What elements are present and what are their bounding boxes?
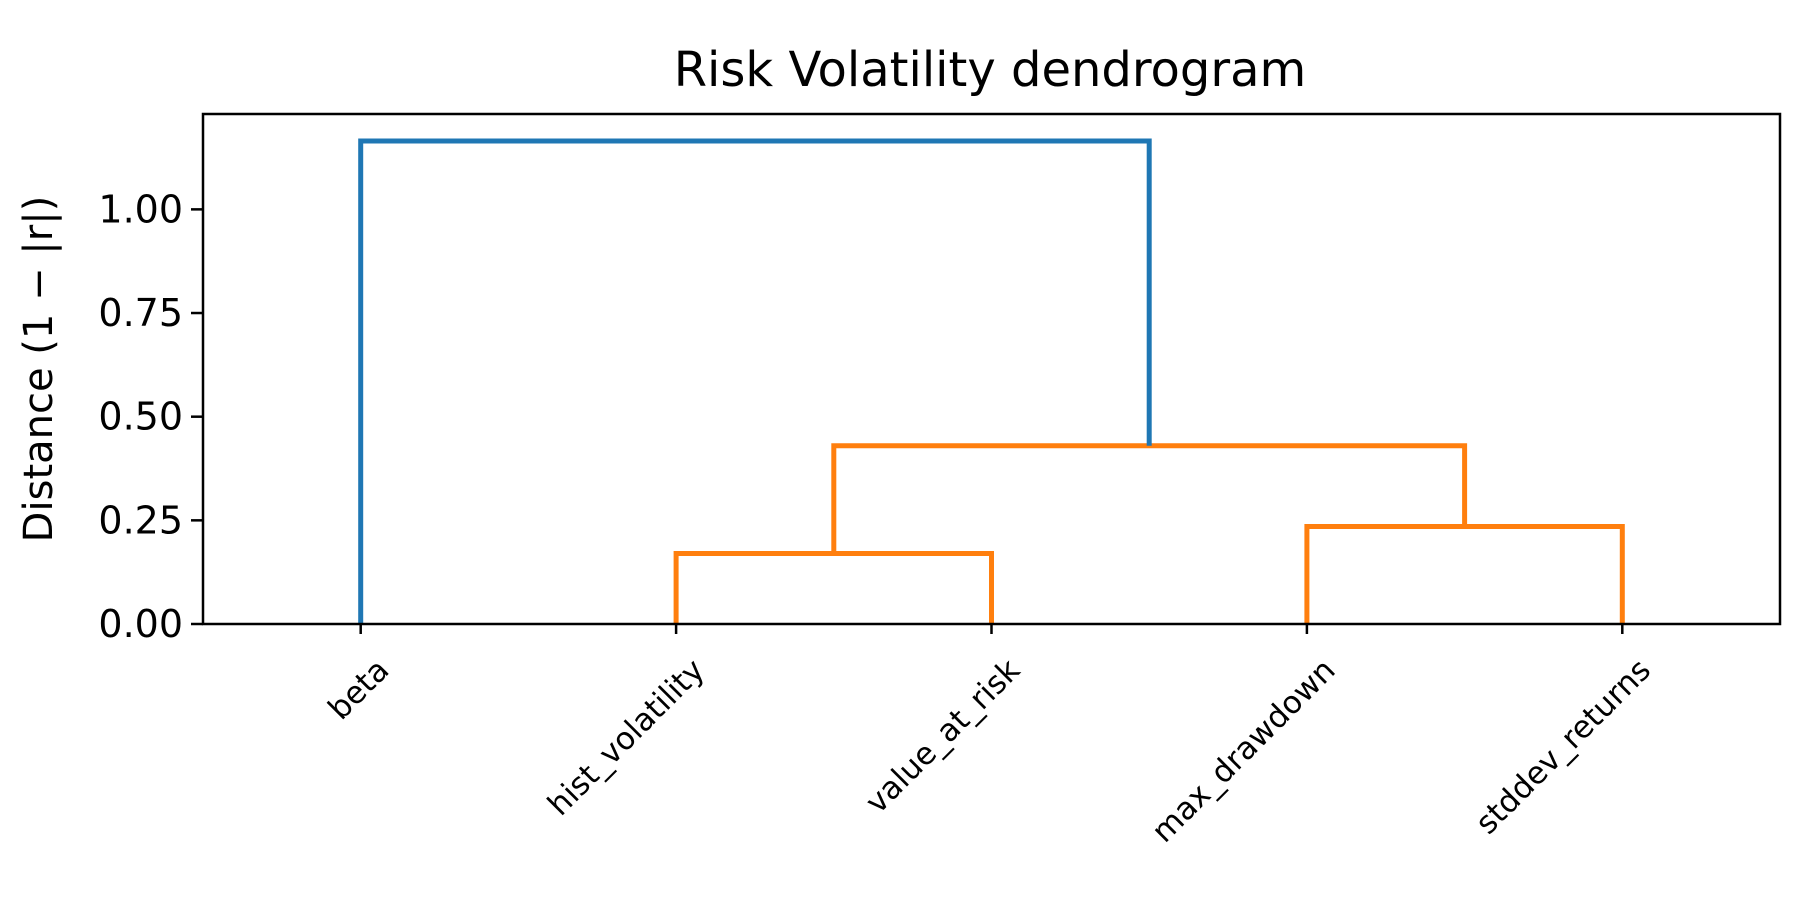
dendrogram-link bbox=[358, 138, 1152, 624]
dendrogram-links bbox=[358, 138, 1625, 624]
x-tick-label: beta bbox=[321, 652, 396, 727]
y-tick-label: 0.50 bbox=[98, 395, 183, 439]
y-axis: 0.00 0.25 0.50 0.75 1.00 bbox=[98, 187, 203, 646]
y-tick-label: 0.75 bbox=[98, 291, 183, 335]
y-axis-label: Distance (1 − |r|) bbox=[16, 196, 62, 543]
x-axis: beta hist_volatility value_at_risk max_draw… bbox=[321, 624, 1658, 850]
dendrogram-link bbox=[831, 443, 1468, 554]
plot-frame bbox=[201, 112, 1782, 626]
dendrogram-link bbox=[1304, 524, 1625, 624]
chart-title: Risk Volatility dendrogram bbox=[674, 42, 1307, 98]
y-tick-label: 0.00 bbox=[98, 602, 183, 646]
y-tick-label: 1.00 bbox=[98, 187, 183, 231]
x-tick-label: hist_volatility bbox=[541, 652, 712, 823]
x-tick-label: stddev_returns bbox=[1469, 652, 1658, 841]
x-tick-label: value_at_risk bbox=[859, 652, 1028, 821]
x-tick-label: max_drawdown bbox=[1145, 652, 1343, 850]
y-tick-label: 0.25 bbox=[98, 498, 183, 542]
dendrogram-link bbox=[673, 551, 994, 624]
